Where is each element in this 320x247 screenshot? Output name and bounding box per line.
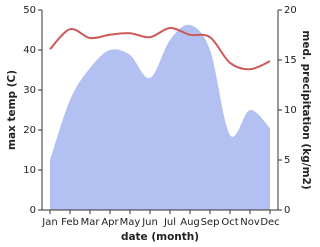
x-tick-label: Sep (201, 217, 220, 228)
x-tick-label: Jul (163, 217, 176, 228)
x-tick-label: Jun (141, 217, 158, 228)
y2-tick-label: 10 (284, 105, 297, 116)
x-tick-label: Apr (101, 217, 119, 228)
x-tick-label: Dec (260, 217, 279, 228)
y2-axis-label: med. precipitation (kg/m2) (300, 30, 312, 189)
y-tick-label: 10 (23, 165, 36, 176)
temperature-line (49, 26, 271, 71)
y2-tick-label: 0 (284, 205, 290, 216)
x-axis-label: date (month) (121, 231, 199, 243)
y-axis-label: max temp (C) (6, 70, 18, 150)
x-tick-label: Jan (41, 217, 57, 228)
y-tick-label: 30 (23, 85, 36, 96)
x-tick-label: May (120, 217, 141, 228)
y2-tick-label: 15 (284, 55, 297, 66)
x-tick-label: Nov (240, 217, 260, 228)
precipitation-area (50, 24, 270, 210)
x-tick-label: Oct (221, 217, 238, 228)
y-tick-label: 50 (23, 5, 36, 16)
y2-tick-label: 5 (284, 155, 290, 166)
x-tick-label: Aug (180, 217, 200, 228)
y-tick-label: 0 (30, 205, 36, 216)
y2-tick-label: 20 (284, 5, 297, 16)
x-tick-label: Feb (61, 217, 79, 228)
y-tick-label: 40 (23, 45, 36, 56)
y-tick-label: 20 (23, 125, 36, 136)
x-tick-label: Mar (81, 217, 101, 228)
